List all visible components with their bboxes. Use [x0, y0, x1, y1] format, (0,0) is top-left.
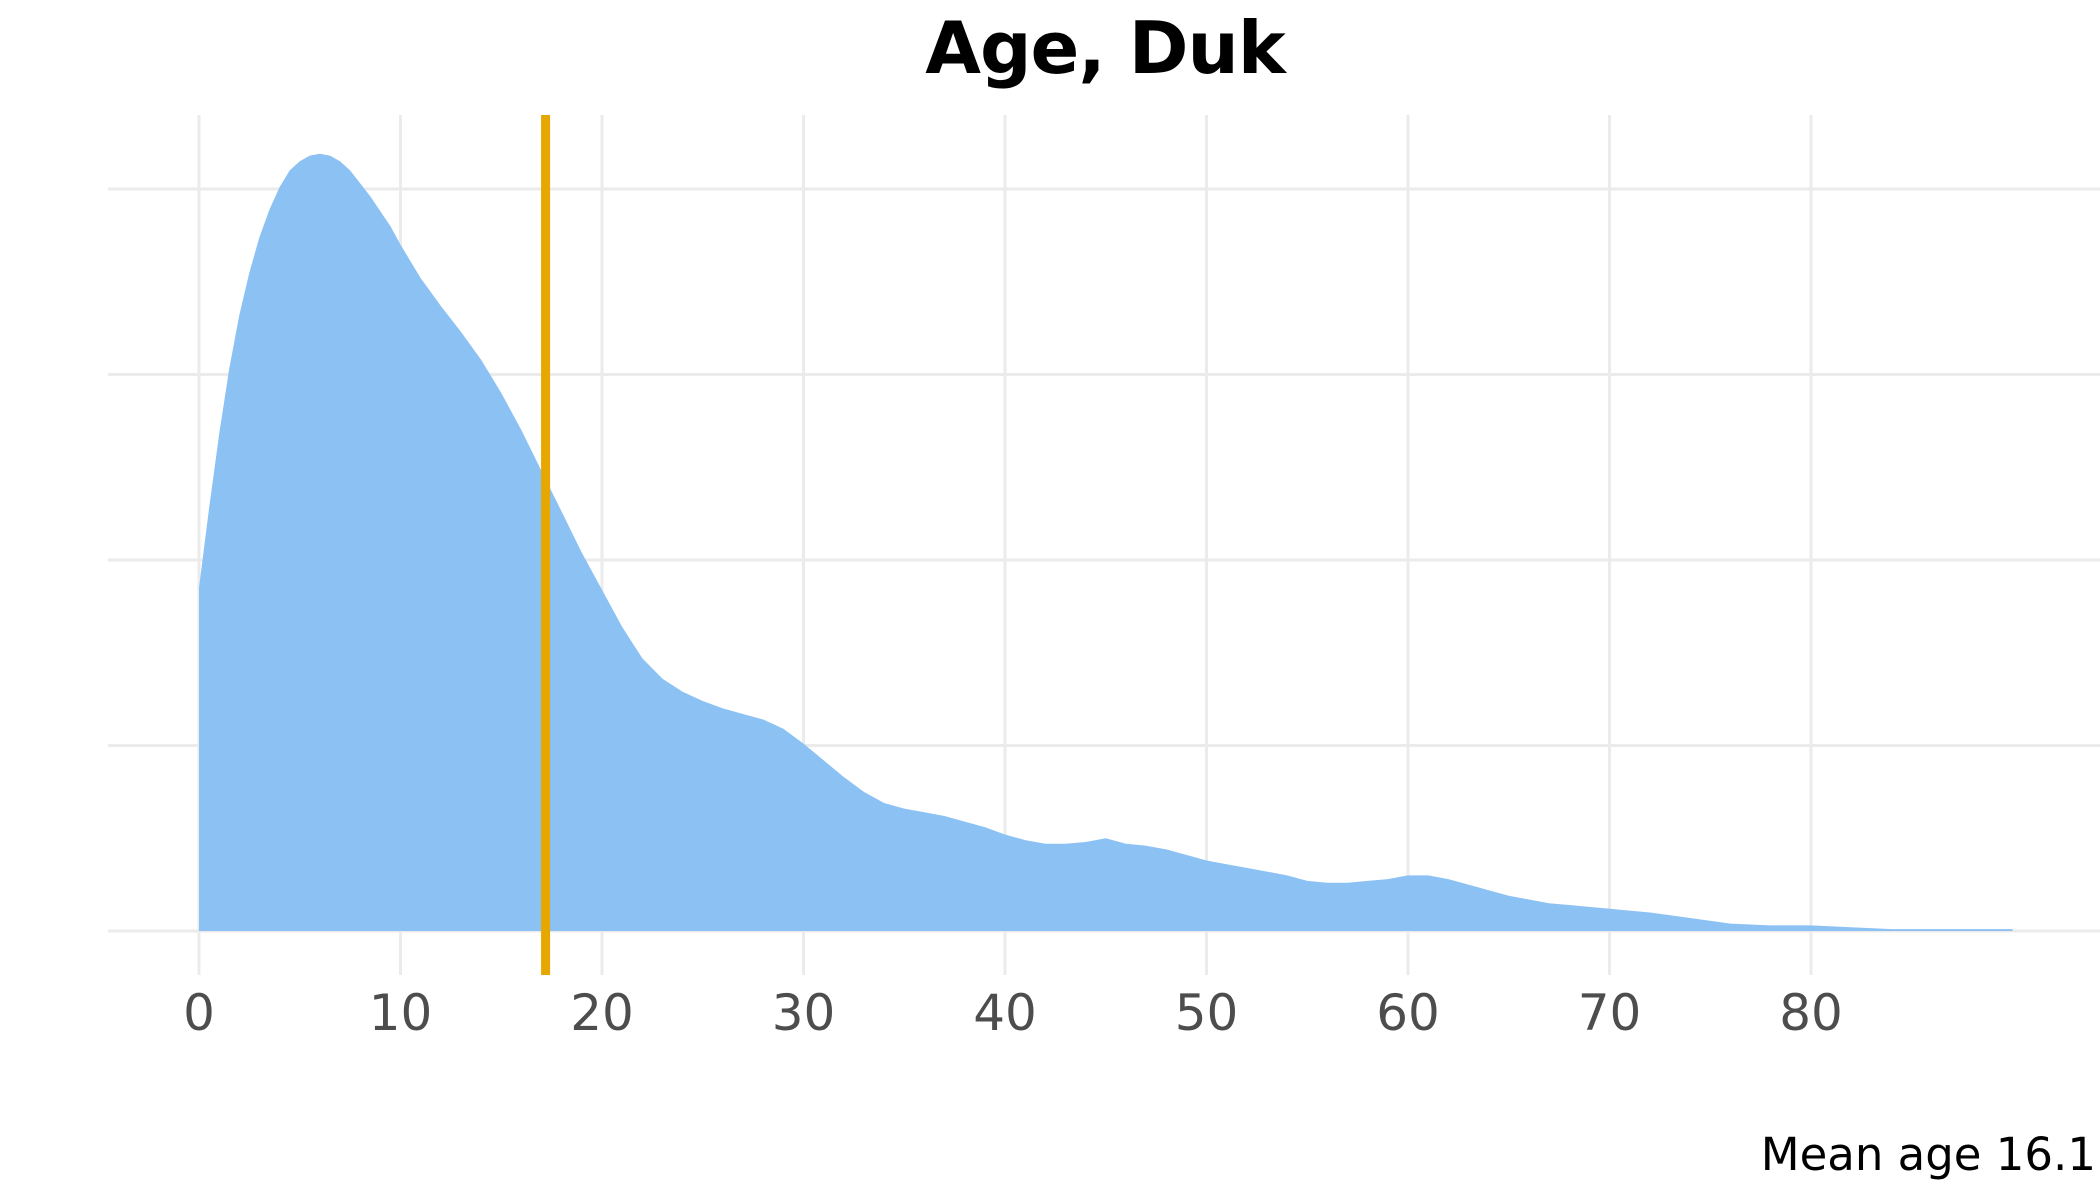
age-density-area: [199, 153, 2013, 932]
area-layer: [199, 153, 2013, 932]
x-tick-label: 0: [183, 984, 215, 1042]
x-tick-label: 50: [1175, 984, 1239, 1042]
chart-title: Age, Duk: [925, 6, 1285, 90]
x-tick-label: 20: [570, 984, 634, 1042]
x-tick-label: 40: [973, 984, 1037, 1042]
x-tick-label: 30: [772, 984, 836, 1042]
x-tick-label: 60: [1376, 984, 1440, 1042]
x-tick-label: 10: [369, 984, 433, 1042]
mean-age-caption: Mean age 16.1: [1760, 1128, 2096, 1181]
x-tick-label: 70: [1578, 984, 1642, 1042]
x-tick-label: 80: [1779, 984, 1843, 1042]
x-axis-ticks: 0 10 20 30 40 50 60 70 80: [183, 984, 1843, 1042]
